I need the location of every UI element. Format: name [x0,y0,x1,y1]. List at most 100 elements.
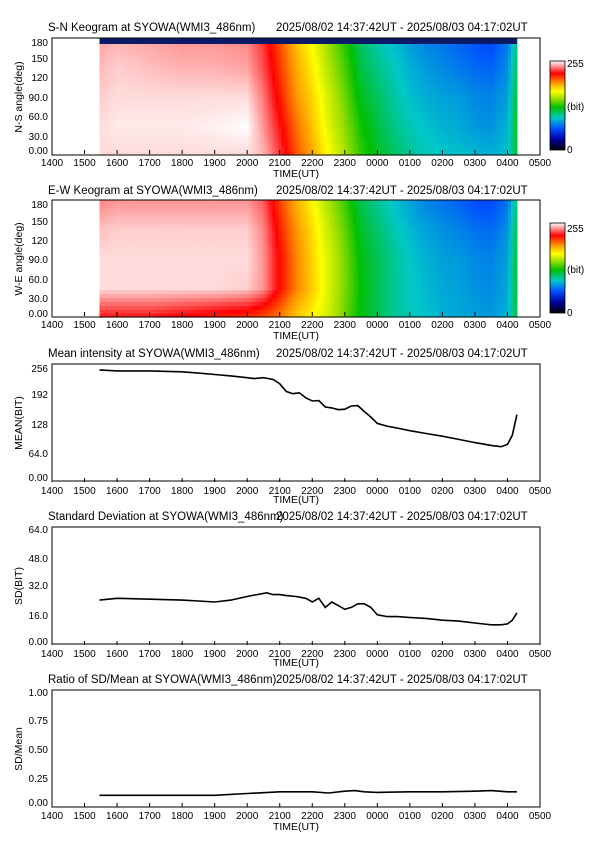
sn-heatmap-cell [111,151,115,156]
sn-heatmap-cell [463,88,467,94]
sn-heatmap-cell [370,151,375,156]
sn-heatmap-cell [242,65,247,70]
sn-heatmap-cell [102,49,107,55]
sn-heatmap-cell [108,92,113,98]
sn-heatmap-cell [281,80,285,86]
sn-heatmap-cell [248,80,253,86]
sn-heatmap-cell [260,151,265,156]
sn-heatmap-cell [99,61,104,66]
sn-heatmap-cell [326,119,330,125]
sn-heatmap-cell [102,131,107,137]
sn-heatmap-cell [430,127,435,133]
sn-heatmap-cell [203,57,208,62]
sn-heatmap-cell [391,151,396,156]
ew-heatmap-cell [299,305,303,310]
sn-heatmap-cell [361,147,366,152]
sn-heatmap-cell [206,73,211,78]
sn-heatmap-cell [507,88,512,94]
sn-heatmap-cell [478,57,482,62]
sn-heatmap-cell [233,108,238,113]
sn-heatmap-cell [406,49,411,55]
sn-heatmap-cell [251,135,256,140]
sn-heatmap-cell [260,45,265,51]
sn-heatmap-cell [224,80,229,86]
sn-heatmap-cell [168,57,172,62]
ew-heatmap-cell [171,293,175,299]
sn-heatmap-cell [168,135,172,140]
sn-xtick-label: 1700 [138,158,161,169]
sn-heatmap-cell [406,112,411,117]
sn-heatmap-cell [475,84,479,90]
sn-heatmap-cell [400,139,405,144]
sn-heatmap-cell [388,49,393,55]
sn-heatmap-cell [490,119,494,125]
sn-heatmap-cell [224,139,229,144]
sn-heatmap-cell [472,84,476,90]
sn-heatmap-cell [293,139,297,144]
sn-heatmap-cell [212,88,217,94]
ew-heatmap-cell [141,305,145,310]
ew-heatmap-cell [281,297,285,302]
sn-heatmap-cell [436,127,440,133]
sn-heatmap-cell [278,49,282,55]
sn-heatmap-cell [156,100,160,105]
sn-heatmap-cell [415,49,420,55]
ew-heatmap-cell [123,297,127,302]
sn-heatmap-cell [385,100,390,105]
sn-heatmap-cell [233,143,238,148]
sn-heatmap-cell [314,147,318,152]
sn-heatmap-cell [105,73,110,78]
sn-heatmap-cell [141,53,145,59]
ew-heatmap-cell [439,305,443,310]
sn-heatmap-cell [260,108,265,113]
sn-heatmap-cell [194,100,199,105]
sn-heatmap-cell [320,53,324,59]
sn-heatmap-cell [484,104,488,109]
ew-heatmap-cell [123,301,127,306]
sn-heatmap-cell [454,119,458,125]
ew-heatmap-cell [185,309,190,314]
sn-heatmap-cell [358,127,363,133]
sn-heatmap-cell [293,127,297,133]
sn-heatmap-cell [427,65,432,70]
ew-heatmap-cell [364,305,369,310]
sn-heatmap-cell [129,57,133,62]
sn-heatmap-cell [385,77,390,82]
sn-heatmap-cell [224,135,229,140]
ew-heatmap-cell [260,297,265,302]
sn-heatmap-cell [194,116,199,121]
sn-heatmap-cell [373,151,378,156]
sn-heatmap-cell [299,104,303,109]
sn-heatmap-cell [501,84,506,90]
sn-heatmap-cell [215,123,220,129]
sn-heatmap-cell [126,49,130,55]
sn-heatmap-cell [105,139,110,144]
sn-heatmap-cell [507,116,512,121]
sn-heatmap-cell [352,151,357,156]
sn-heatmap-cell [147,61,151,66]
sn-heatmap-cell [230,104,235,109]
sn-heatmap-cell [99,151,104,156]
sn-heatmap-cell [105,119,110,125]
sn-heatmap-cell [174,49,178,55]
sn-heatmap-cell [391,104,396,109]
ew-heatmap-cell [391,297,396,302]
sn-heatmap-cell [436,151,440,156]
sn-heatmap-cell [454,65,458,70]
sn-heatmap-cell [296,80,300,86]
sn-heatmap-cell [197,135,202,140]
sn-heatmap-cell [341,57,345,62]
sn-heatmap-cell [370,96,375,101]
sn-heatmap-cell [358,104,363,109]
sn-heatmap-cell [230,92,235,98]
sn-heatmap-cell [174,116,178,121]
sn-heatmap-cell [376,53,381,59]
sn-heatmap-cell [305,88,309,94]
ew-heatmap-cell [346,297,351,302]
sn-heatmap-cell [496,143,500,148]
sn-heatmap-cell [364,143,369,148]
sn-heatmap-cell [451,127,455,133]
sn-heatmap-cell [448,77,452,82]
sn-heatmap-cell [108,147,113,152]
sn-heatmap-cell [278,104,282,109]
